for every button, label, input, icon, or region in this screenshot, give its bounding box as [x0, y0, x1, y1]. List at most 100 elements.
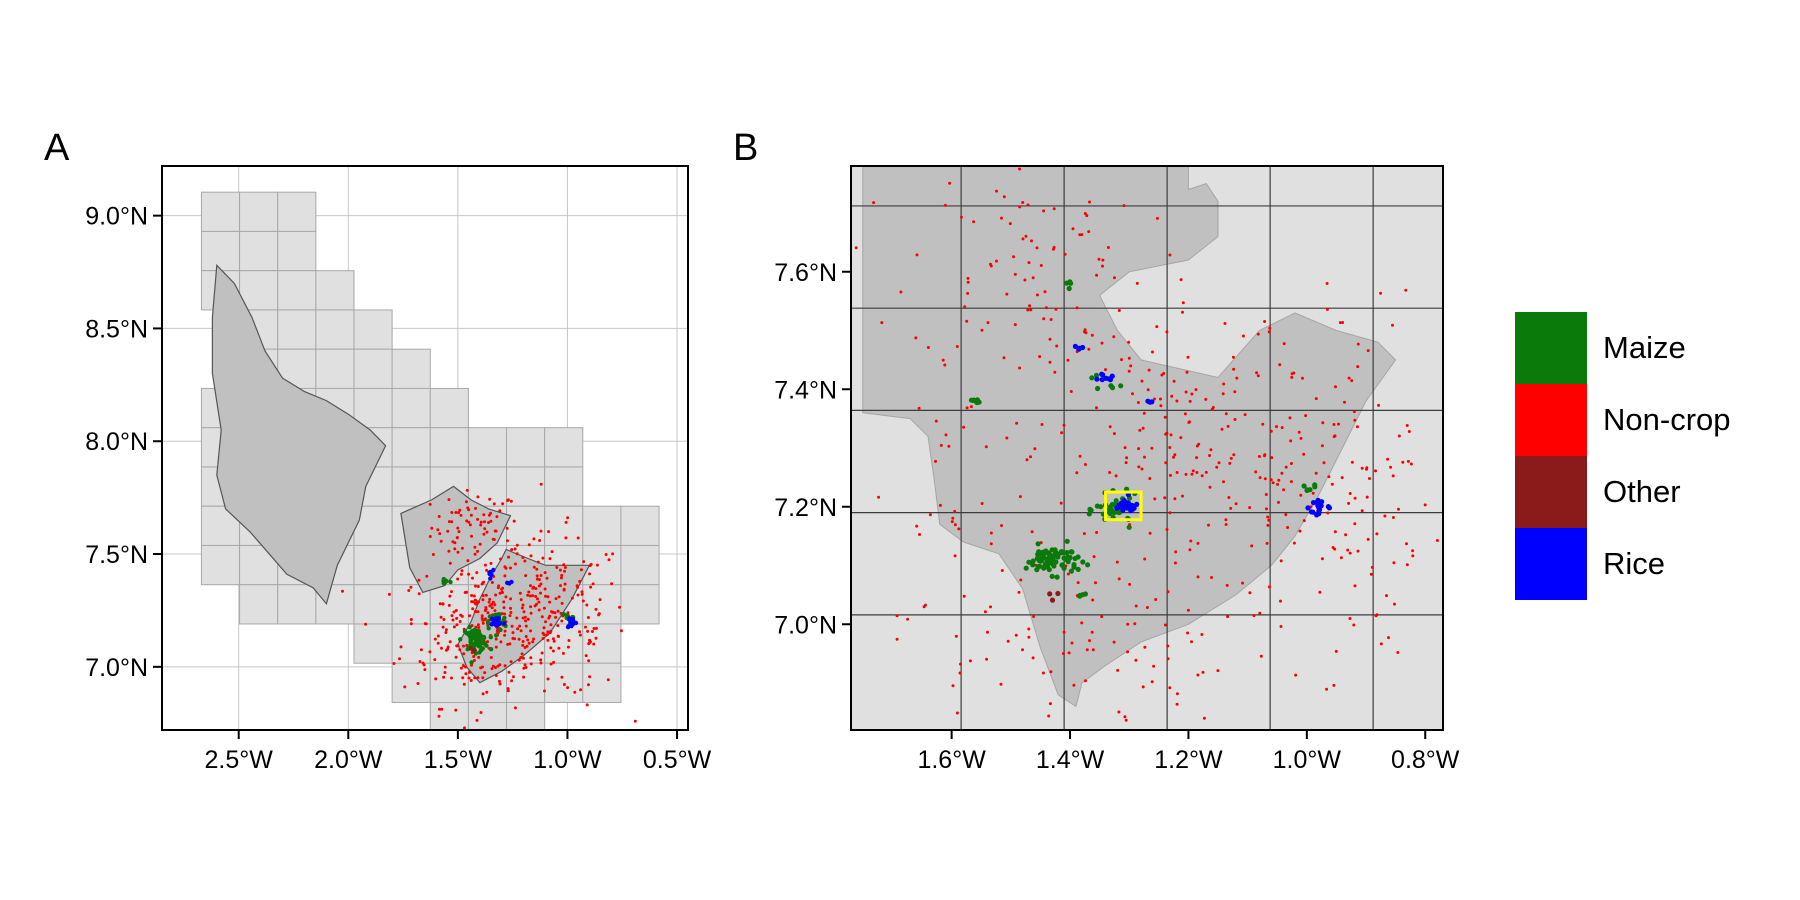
point-non-crop: [454, 708, 458, 712]
point-non-crop: [441, 625, 445, 629]
point-non-crop: [541, 556, 545, 560]
point-non-crop: [507, 555, 510, 559]
point-non-crop: [1375, 613, 1379, 617]
point-maize: [1066, 285, 1072, 292]
point-non-crop: [604, 553, 608, 556]
point-non-crop: [1282, 488, 1286, 492]
point-non-crop: [872, 201, 876, 205]
point-non-crop: [488, 597, 492, 601]
point-non-crop: [1405, 424, 1409, 427]
point-non-crop: [1021, 648, 1024, 652]
point-non-crop: [537, 600, 541, 604]
point-non-crop: [1117, 309, 1121, 312]
point-non-crop: [1333, 547, 1337, 551]
point-non-crop: [1123, 446, 1127, 450]
point-non-crop: [434, 677, 438, 681]
point-non-crop: [1060, 431, 1064, 435]
point-non-crop: [573, 690, 577, 694]
point-non-crop: [527, 543, 531, 547]
point-non-crop: [1186, 631, 1190, 635]
point-non-crop: [1100, 341, 1104, 345]
point-non-crop: [1396, 651, 1400, 654]
point-non-crop: [485, 568, 489, 572]
point-non-crop: [1088, 200, 1091, 204]
grid-tile: [429, 387, 469, 429]
point-non-crop: [1320, 444, 1324, 448]
point-non-crop: [518, 591, 522, 595]
grid-tile: [429, 427, 469, 468]
point-non-crop: [1222, 382, 1226, 386]
grid-tile: [391, 623, 431, 664]
point-rice: [1319, 499, 1325, 505]
point-non-crop: [447, 498, 451, 502]
point-non-crop: [1263, 320, 1267, 323]
point-non-crop: [523, 559, 527, 563]
point-non-crop: [547, 530, 551, 534]
point-non-crop: [1155, 216, 1159, 220]
point-non-crop: [560, 619, 564, 623]
point-maize: [1080, 559, 1086, 565]
point-non-crop: [517, 637, 521, 641]
point-non-crop: [1397, 507, 1400, 511]
point-non-crop: [948, 181, 952, 185]
point-non-crop: [597, 612, 601, 616]
point-maize: [448, 579, 453, 585]
point-non-crop: [959, 662, 962, 666]
point-non-crop: [477, 655, 481, 659]
point-non-crop: [436, 634, 440, 638]
point-non-crop: [1196, 673, 1200, 677]
point-maize: [1072, 555, 1078, 562]
legend: Maize Non-crop Other Rice: [1515, 312, 1731, 600]
point-non-crop: [576, 593, 580, 597]
point-non-crop: [1005, 436, 1009, 440]
point-non-crop: [1350, 379, 1354, 383]
point-non-crop: [1018, 205, 1022, 209]
point-non-crop: [521, 643, 525, 647]
point-non-crop: [567, 639, 571, 642]
point-non-crop: [433, 637, 437, 641]
point-non-crop: [587, 683, 590, 687]
point-non-crop: [499, 557, 503, 561]
point-maize: [561, 612, 567, 617]
point-non-crop: [1112, 335, 1116, 339]
point-non-crop: [535, 574, 539, 578]
point-non-crop: [438, 532, 442, 536]
point-non-crop: [1172, 379, 1176, 383]
x-tick-label: 1.4°W: [1036, 746, 1105, 774]
point-non-crop: [417, 592, 421, 596]
point-non-crop: [1224, 518, 1228, 522]
point-non-crop: [465, 500, 468, 504]
point-non-crop: [488, 497, 492, 501]
point-non-crop: [527, 590, 531, 594]
point-non-crop: [543, 689, 546, 693]
x-tick-label: 1.5°W: [424, 746, 493, 774]
point-rice: [1107, 377, 1113, 383]
point-non-crop: [1090, 630, 1094, 634]
point-non-crop: [492, 502, 496, 506]
point-non-crop: [1196, 541, 1200, 545]
point-non-crop: [1411, 549, 1415, 553]
point-rice: [495, 619, 500, 624]
point-non-crop: [1138, 428, 1142, 432]
point-non-crop: [505, 526, 509, 530]
point-non-crop: [536, 597, 539, 601]
point-non-crop: [1181, 494, 1184, 498]
point-rice: [1094, 376, 1100, 382]
point-non-crop: [1166, 644, 1170, 648]
point-non-crop: [487, 600, 491, 604]
panel-a-map: 2.5°W 2.0°W 1.5°W 1.0°W 0.5°W 9.0°N 8.5°N 8.0°…: [85, 165, 712, 774]
point-maize: [469, 660, 474, 665]
point-non-crop: [1117, 710, 1121, 714]
point-non-crop: [559, 584, 562, 588]
point-non-crop: [1383, 514, 1387, 518]
point-non-crop: [576, 585, 580, 589]
point-rice: [488, 569, 493, 575]
point-non-crop: [1101, 258, 1105, 262]
point-non-crop: [468, 614, 471, 618]
point-non-crop: [1314, 397, 1318, 401]
x-tick-label: 1.0°W: [1273, 746, 1342, 774]
point-rice: [567, 616, 572, 621]
point-non-crop: [1017, 590, 1021, 594]
point-non-crop: [1210, 576, 1213, 579]
point-non-crop: [1322, 461, 1326, 465]
